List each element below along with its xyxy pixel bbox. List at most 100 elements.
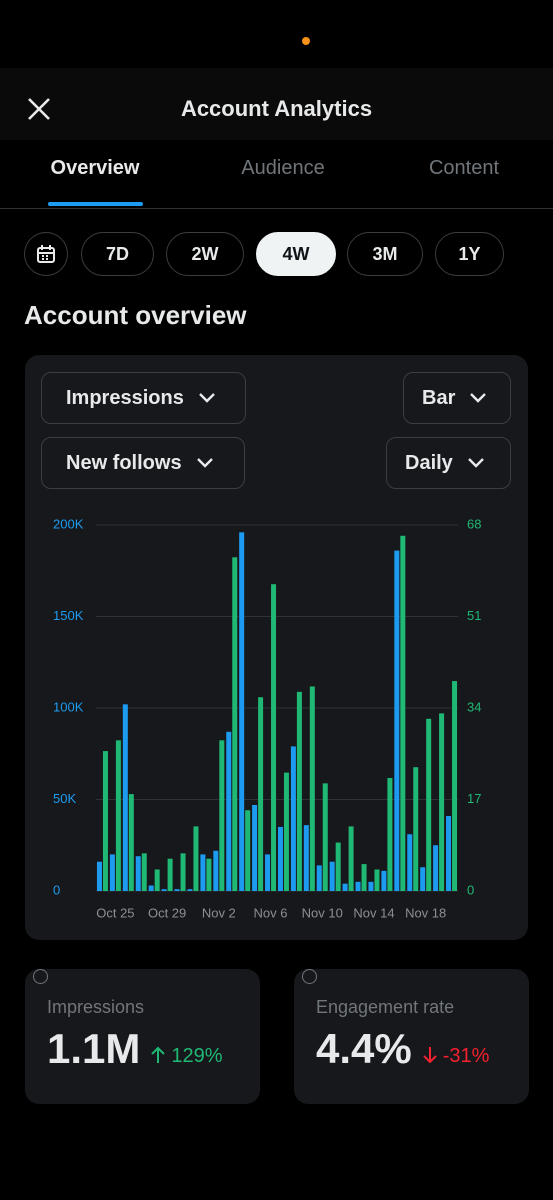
chart-type-dropdown[interactable]: Bar [403, 372, 511, 424]
bar [361, 864, 367, 891]
stat-change: -31% [422, 1045, 490, 1068]
dropdown-label: Impressions [66, 386, 184, 409]
bar [303, 825, 309, 891]
stat-label: Impressions [47, 997, 145, 1017]
header: Account Analytics [0, 68, 553, 140]
y2-tick-label: 51 [467, 608, 481, 623]
dropdown-label: Daily [405, 451, 453, 474]
bar [335, 842, 341, 891]
stat-value: 4.4% [316, 1025, 412, 1072]
info-icon [33, 969, 48, 984]
stat-card: Engagement rate 4.4% -31% [294, 969, 529, 1104]
bar [258, 697, 264, 891]
bar [193, 826, 199, 891]
metric-dropdown[interactable]: New follows [41, 437, 245, 489]
dropdown-label: Bar [422, 386, 456, 409]
bar [329, 861, 335, 891]
bar [96, 861, 102, 891]
bar [433, 845, 439, 891]
period-button[interactable]: 2W [166, 232, 244, 276]
x-tick-label: Nov 2 [202, 905, 236, 920]
trend-arrow [151, 1046, 166, 1063]
status-dot [302, 37, 310, 45]
bar [296, 691, 302, 891]
bar [239, 532, 245, 891]
bar [394, 550, 400, 891]
x-tick-label: Nov 18 [405, 905, 446, 920]
bar [290, 746, 296, 891]
y-tick-label: 50K [53, 791, 76, 806]
bar [135, 856, 141, 891]
bar [322, 783, 328, 891]
bar [265, 854, 271, 891]
calendar-button[interactable] [24, 232, 68, 276]
info-icon [302, 969, 317, 984]
section-title: Account overview [24, 300, 247, 330]
metric-dropdown[interactable]: Impressions [41, 372, 246, 424]
tab[interactable]: Overview [50, 157, 140, 179]
y2-tick-label: 68 [467, 516, 481, 531]
stat-value: 1.1M [47, 1025, 141, 1072]
bar [277, 826, 283, 891]
y-tick-label: 150K [53, 608, 84, 623]
y-tick-label: 0 [53, 882, 60, 897]
tab[interactable]: Audience [241, 157, 325, 179]
stat-label: Engagement rate [316, 997, 455, 1017]
bar [128, 794, 134, 891]
bar [115, 740, 121, 891]
bar [232, 557, 238, 891]
bar [387, 777, 393, 891]
y-tick-label: 100K [53, 699, 84, 714]
chart: 0 50K 100K 150K 200K 0 17 34 51 68 Oct 25 Oct 29 Nov… [53, 516, 481, 920]
dropdown-label: New follows [66, 451, 182, 474]
period-button[interactable]: 7D [81, 232, 154, 276]
bar [161, 889, 167, 891]
bar [446, 815, 452, 891]
y2-tick-label: 0 [467, 882, 474, 897]
bar [271, 584, 277, 891]
bar [413, 767, 419, 891]
bar [174, 889, 180, 891]
bar [102, 751, 108, 891]
y-tick-label: 200K [53, 516, 84, 531]
bar [180, 853, 186, 891]
x-tick-label: Nov 14 [353, 905, 394, 920]
bar [420, 867, 426, 891]
x-tick-label: Nov 6 [254, 905, 288, 920]
change-value: -31% [442, 1045, 490, 1067]
bar [219, 740, 225, 891]
x-tick-label: Oct 29 [148, 905, 186, 920]
trend-arrow [423, 1047, 437, 1064]
bar [407, 834, 413, 891]
bar [316, 865, 322, 891]
bar [400, 535, 406, 891]
bar [374, 869, 380, 891]
bar [355, 881, 361, 891]
close-button[interactable] [27, 97, 51, 121]
bar [148, 885, 154, 891]
bar [283, 772, 289, 891]
period-button[interactable]: 3M [347, 232, 423, 276]
bar [245, 810, 251, 891]
bar [342, 883, 348, 891]
period-button[interactable]: 4W [256, 232, 336, 276]
stat-change: 129% [150, 1045, 223, 1068]
change-value: 129% [171, 1045, 223, 1067]
bar [252, 804, 258, 891]
period-button[interactable]: 1Y [435, 232, 504, 276]
x-tick-label: Nov 10 [302, 905, 343, 920]
chart-card [25, 355, 528, 940]
interval-dropdown[interactable]: Daily [386, 437, 511, 489]
tab[interactable]: Content [428, 157, 500, 179]
bar [200, 854, 206, 891]
x-tick-label: Oct 25 [96, 905, 134, 920]
bar [154, 869, 160, 891]
bar [439, 713, 445, 891]
y2-tick-label: 17 [467, 791, 481, 806]
bar [348, 826, 354, 891]
bar [122, 704, 128, 891]
bar [426, 718, 432, 891]
bar [452, 681, 458, 891]
bar [226, 731, 232, 891]
